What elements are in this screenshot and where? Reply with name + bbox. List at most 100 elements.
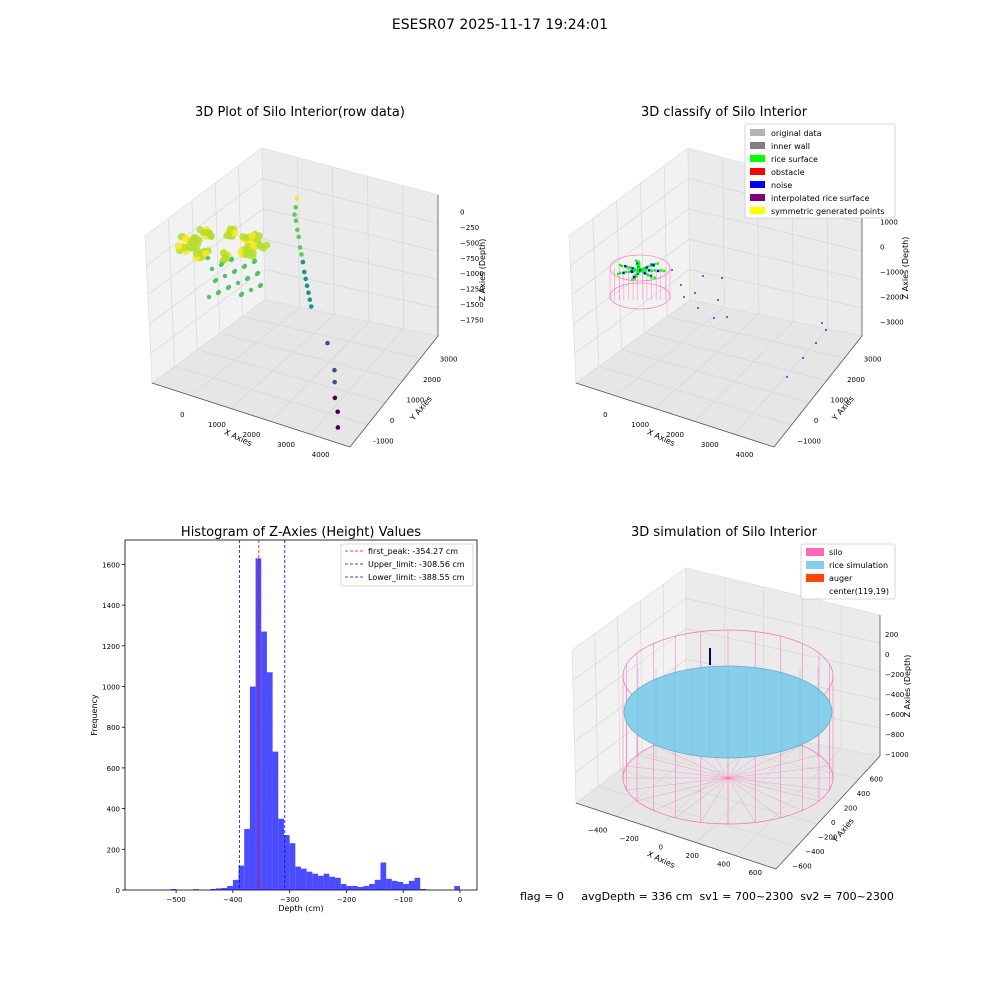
legend-swatch: [750, 142, 765, 149]
y-tick-label: 200: [107, 846, 120, 854]
rice-surface-point: [638, 266, 641, 270]
raw-z-tick-label: −250: [460, 224, 479, 232]
histogram-bar: [232, 879, 239, 890]
sim-z-tick-label: −400: [885, 691, 904, 699]
x-tick-label: −500: [166, 896, 185, 904]
rice-surface-point: [624, 264, 627, 268]
sim-grid-line: [685, 598, 881, 644]
silo-wire-line: [637, 777, 729, 802]
noise-point: [721, 277, 723, 279]
histogram-bar: [238, 865, 245, 890]
histogram-bar: [227, 885, 233, 890]
data-point: [297, 245, 303, 250]
legend-label: silo: [829, 548, 843, 557]
cls-y-tick-label: 2000: [847, 376, 865, 384]
raw-x-tick-label: 1000: [208, 421, 226, 429]
raw-z-tick-label: −750: [460, 255, 479, 263]
raw-y-tick-label: 3000: [440, 355, 458, 363]
data-point: [232, 268, 238, 274]
x-tick-label: −100: [394, 896, 413, 904]
sim-grid-line: [619, 769, 818, 825]
data-point: [335, 409, 340, 415]
data-point: [299, 252, 304, 257]
rice-surface-point: [622, 271, 625, 275]
histogram-bar: [283, 835, 290, 890]
rice-surface-point: [636, 272, 639, 275]
raw-y-tick-label: 2000: [423, 376, 441, 384]
noise-point: [702, 275, 704, 277]
raw-grid-line: [262, 178, 439, 224]
raw-grid-line: [310, 328, 404, 435]
histogram-bar: [363, 885, 370, 890]
histogram-bar: [391, 880, 398, 890]
cls-x-tick-label: 0: [603, 411, 607, 419]
data-point: [300, 259, 306, 265]
z-axis-label: Z Axies (Depth): [901, 237, 910, 300]
sim-grid-line: [617, 617, 621, 770]
y-tick-label: 1200: [102, 643, 120, 651]
histogram-bar: [312, 873, 319, 890]
data-point: [294, 196, 300, 201]
cls-grid-line: [689, 269, 863, 309]
data-point: [258, 282, 264, 288]
y-axis-label: Frequency: [90, 694, 99, 736]
data-point: [335, 425, 341, 430]
sim-y-tick-label: −600: [792, 863, 811, 871]
data-point: [245, 251, 254, 259]
cls-grid-line: [570, 178, 689, 266]
rice-surface-point: [650, 263, 653, 266]
data-point: [248, 287, 254, 293]
z-axis-label: Z Axies (Depth): [903, 655, 912, 718]
x-axis-label: Depth (cm): [278, 904, 323, 913]
rice-surface-point: [624, 270, 628, 274]
rice-surface-point: [618, 263, 622, 267]
sim-x-tick-label: 200: [686, 852, 699, 860]
noise-point: [683, 296, 685, 298]
rice-surface-point: [650, 269, 654, 272]
sim-x-tick-label: −400: [588, 826, 607, 834]
silo-wire-line: [626, 765, 729, 779]
cls-z-tick-label: −3000: [880, 319, 904, 327]
legend-swatch: [806, 561, 824, 569]
data-point: [174, 242, 182, 250]
data-point: [202, 250, 210, 258]
rice-surface-point: [637, 264, 640, 267]
rice-surface-point: [634, 273, 638, 276]
legend-label: rice simulation: [829, 561, 888, 570]
histogram-bar: [272, 751, 279, 890]
raw-grid-line: [264, 269, 439, 309]
noise-point: [697, 307, 699, 309]
y-tick-label: 400: [107, 806, 120, 814]
noise-point: [694, 292, 696, 294]
histogram-bar: [329, 876, 336, 890]
sim-x-tick-label: 600: [749, 869, 762, 877]
data-point: [205, 229, 214, 237]
rice-surface-point: [631, 267, 634, 270]
x-tick-label: −200: [337, 896, 356, 904]
rice-surface-point: [642, 267, 646, 270]
data-point: [245, 275, 251, 281]
legend-swatch: [750, 194, 765, 201]
cls-y-axis-line: [773, 335, 863, 448]
cls-grid-line: [640, 183, 645, 334]
legend-label: first_peak: -354.27 cm: [368, 547, 458, 556]
silo-wire-line: [675, 777, 729, 818]
raw-grid-line: [263, 238, 439, 280]
data-point: [235, 280, 241, 286]
raw-x-tick-label: 2000: [243, 431, 261, 439]
histogram-bar: [374, 879, 381, 890]
sim-z-tick-label: −200: [885, 671, 904, 679]
rice-surface-point: [662, 269, 666, 273]
raw-grid-line: [296, 157, 300, 308]
rice-surface-point: [616, 272, 620, 276]
rice-surface-point: [631, 278, 634, 281]
noise-point: [717, 299, 719, 301]
y-tick-label: 1400: [102, 602, 120, 610]
legend-label: symmetric generated points: [771, 207, 884, 216]
rice-surface-point: [619, 271, 622, 275]
sim-y-tick-label: 600: [870, 775, 883, 783]
data-point: [213, 277, 219, 283]
data-point: [216, 289, 222, 295]
cls-grid-line: [734, 328, 828, 435]
